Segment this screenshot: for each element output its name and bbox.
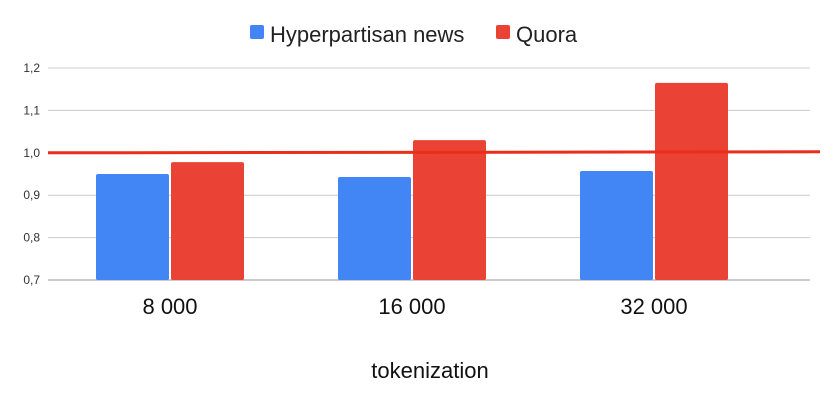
x-tick-label: 32 000 [620, 294, 687, 319]
legend-swatch-hyperpartisan [250, 25, 264, 39]
bar-quora-1 [413, 140, 486, 280]
x-tick-label: 8 000 [142, 294, 197, 319]
legend-swatch-quora [496, 25, 510, 39]
x-axis-title: tokenization [371, 358, 488, 383]
y-tick-label: 1,0 [23, 146, 40, 160]
x-tick-label: 16 000 [378, 294, 445, 319]
legend-label-quora: Quora [516, 22, 578, 47]
bar-quora-2 [655, 82, 728, 280]
bar-quora-0 [171, 162, 244, 280]
bar-hyperpartisan-0 [96, 174, 169, 280]
reference-line [47, 150, 821, 155]
bars [96, 82, 728, 280]
bar-hyperpartisan-1 [338, 176, 411, 280]
y-tick-label: 1,1 [23, 103, 40, 117]
y-tick-label: 0,8 [23, 231, 40, 245]
y-tick-label: 1,2 [23, 61, 40, 75]
x-axis-ticks: 8 000 16 000 32 000 [142, 294, 687, 319]
y-tick-label: 0,7 [23, 273, 40, 287]
legend-label-hyperpartisan: Hyperpartisan news [270, 22, 464, 47]
y-axis-ticks: 0,7 0,8 0,9 1,0 1,1 1,2 [23, 61, 40, 287]
legend: Hyperpartisan news Quora [250, 22, 578, 47]
y-tick-label: 0,9 [23, 188, 40, 202]
bar-hyperpartisan-2 [580, 171, 653, 280]
